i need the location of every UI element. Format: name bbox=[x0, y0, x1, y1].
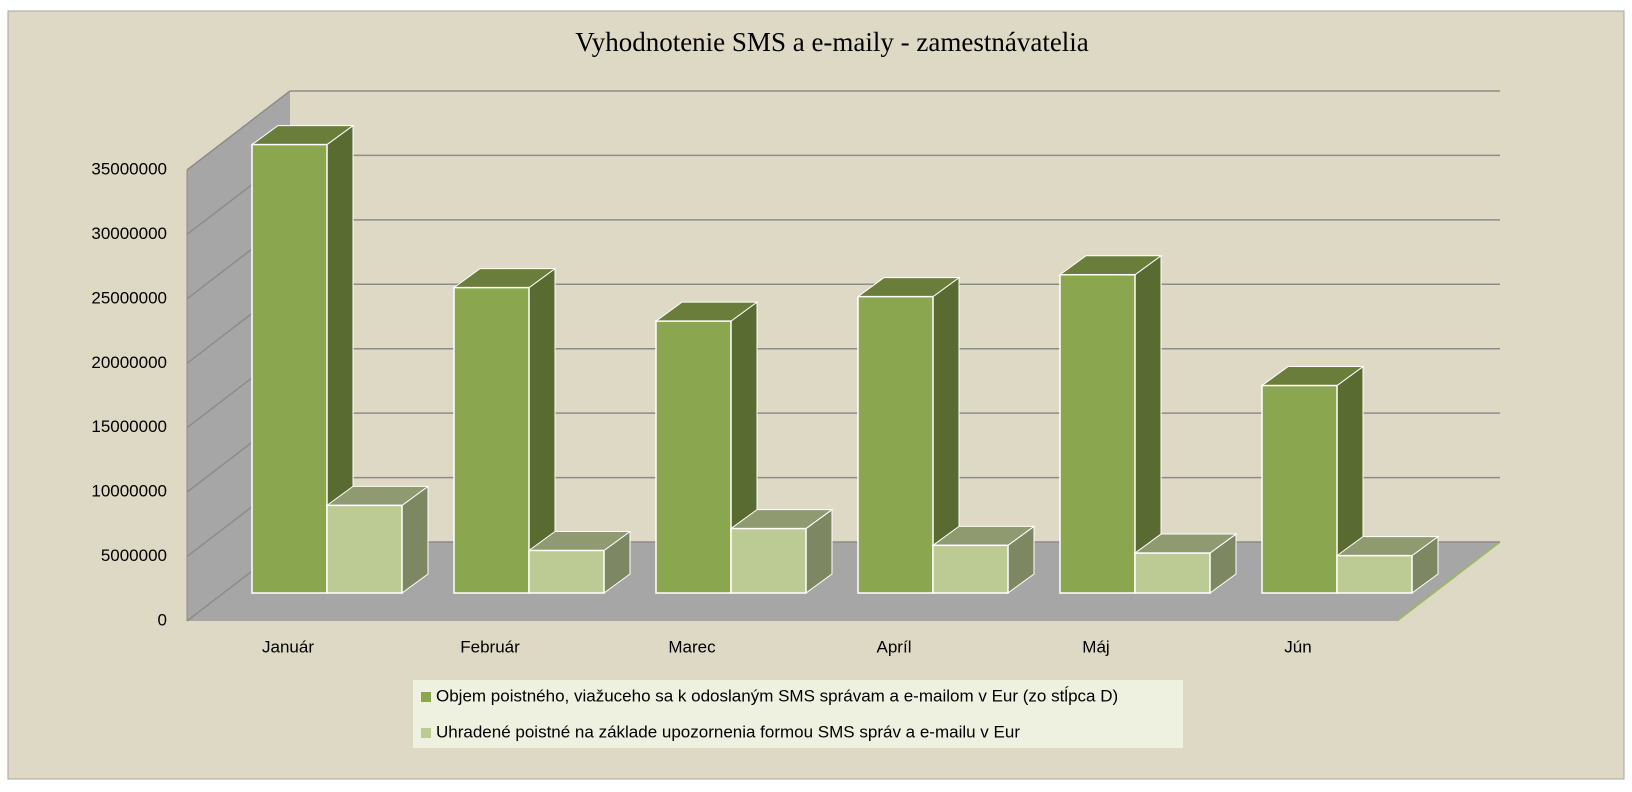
bar bbox=[528, 549, 605, 594]
grid-line bbox=[186, 90, 1500, 171]
x-tick-label: Máj bbox=[1082, 637, 1109, 656]
y-tick-label: 0 bbox=[158, 610, 167, 629]
bar bbox=[1134, 552, 1211, 594]
y-tick-label: 25000000 bbox=[91, 288, 167, 307]
x-tick-label: Február bbox=[460, 637, 520, 656]
y-tick-label: 10000000 bbox=[91, 482, 167, 501]
legend-swatch bbox=[421, 728, 431, 738]
bar bbox=[251, 143, 328, 594]
bar bbox=[932, 544, 1009, 594]
x-tick-label: Jún bbox=[1284, 637, 1311, 656]
x-tick-label: Apríl bbox=[877, 637, 912, 656]
bar bbox=[730, 527, 807, 594]
y-tick-label: 30000000 bbox=[91, 224, 167, 243]
chart-title: Vyhodnotenie SMS a e-maily - zamestnávat… bbox=[575, 27, 1089, 57]
y-tick-label: 15000000 bbox=[91, 417, 167, 436]
bar bbox=[453, 286, 530, 594]
bar bbox=[655, 320, 732, 594]
bar bbox=[326, 504, 403, 594]
y-tick-label: 5000000 bbox=[101, 546, 167, 565]
bar bbox=[1336, 554, 1413, 594]
y-tick-label: 20000000 bbox=[91, 353, 167, 372]
legend-label: Objem poistného, viažuceho sa k odoslaný… bbox=[436, 686, 1118, 705]
y-tick-label: 35000000 bbox=[91, 159, 167, 178]
bar bbox=[1059, 273, 1136, 594]
x-tick-label: Január bbox=[262, 637, 314, 656]
bar bbox=[1261, 384, 1338, 594]
floor-edge bbox=[1396, 541, 1501, 622]
legend-label: Uhradené poistné na základe upozornenia … bbox=[436, 722, 1020, 741]
x-tick-label: Marec bbox=[668, 637, 716, 656]
legend bbox=[413, 680, 1183, 748]
bar bbox=[857, 295, 934, 594]
legend-swatch bbox=[421, 692, 431, 702]
